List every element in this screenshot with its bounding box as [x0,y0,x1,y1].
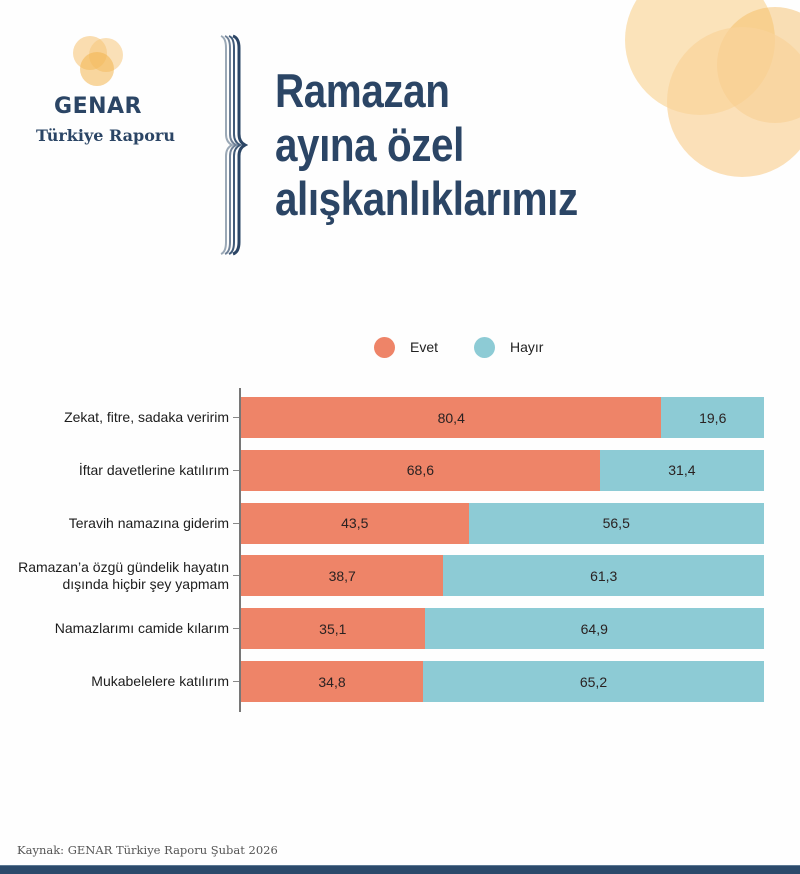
genar-logo: GENAR Türkiye Raporu [18,30,188,150]
legend-item-evet: Evet [374,336,439,358]
category-label: Zekat, fitre, sadaka veririm [0,397,229,438]
logo-wordmark: GENAR [54,94,142,119]
category-label: Ramazan’a özgü gündelik hayatın dışında h… [0,555,229,596]
legend-label-evet: Evet [410,339,439,355]
logo-subtitle: Türkiye Raporu [36,126,175,145]
category-label-line: Teravih namazına giderim [68,514,229,531]
chart-row: Mukabelelere katılırım 34,8 65,2 [0,661,800,702]
bar-segment-evet: 35,1 [241,608,425,650]
category-label-line: Namazlarımı camide kılarım [54,620,229,637]
category-label-line: Mukabelelere katılırım [91,673,229,689]
axis-tick [233,628,239,630]
stacked-bar: 43,5 56,5 [241,502,764,544]
category-label: Namazlarımı camide kılarım [0,608,229,649]
title-line-3: alışkanlıklarımız [275,172,578,225]
category-label-line: Zekat, fitre, sadaka veririm [64,409,229,425]
stacked-bar-chart: Zekat, fitre, sadaka veririm 80,4 19,6 İfta… [0,388,800,713]
chart-legend: Evet Hayır [374,336,579,358]
bar-segment-hayir: 65,2 [423,661,764,702]
axis-tick [233,417,239,418]
category-label: İftar davetlerine katılırım [0,450,229,491]
bar-segment-evet: 38,7 [241,555,444,597]
category-label: Teravih namazına giderim [0,503,229,544]
stacked-bar: 68,6 31,4 [241,449,764,491]
bar-segment-evet: 34,8 [241,661,423,702]
category-label-line: dışında hiçbir şey yapmam [62,575,229,592]
stacked-bar: 35,1 64,9 [241,608,764,650]
chart-row: Zekat, fitre, sadaka veririm 80,4 19,6 [0,397,800,438]
bar-segment-hayir: 61,3 [443,555,764,597]
legend-dot-hayir-icon [474,336,496,358]
y-axis-line [239,388,241,712]
bar-segment-evet: 68,6 [241,449,600,491]
category-label-line: Ramazan’a özgü gündelik hayatın [18,558,229,575]
chart-row: Ramazan’a özgü gündelik hayatın dışında h… [0,555,800,597]
chart-row: İftar davetlerine katılırım 68,6 31,4 [0,449,800,491]
bar-segment-evet: 43,5 [241,502,469,544]
axis-tick [233,681,239,682]
chart-row: Teravih namazına giderim 43,5 56,5 [0,502,800,544]
axis-tick [233,469,239,471]
legend-label-hayir: Hayır [510,339,544,355]
bar-segment-evet: 80,4 [241,397,662,438]
source-note: Kaynak: GENAR Türkiye Raporu Şubat 2026 [17,843,278,857]
legend-dot-evet-icon [374,336,395,358]
logo-circles-icon [73,36,123,86]
stacked-bar: 80,4 19,6 [241,397,764,438]
axis-tick [233,522,239,524]
bracket-ornament-icon [220,34,248,256]
bar-segment-hayir: 56,5 [468,502,764,544]
title-line-2: ayına özel [275,118,464,171]
page-title: Ramazan ayına özel alışkanlıklarımız [275,64,705,226]
chart-row: Namazlarımı camide kılarım 35,1 64,9 [0,608,800,650]
category-label-line: İftar davetlerine katılırım [78,461,229,478]
category-label: Mukabelelere katılırım [0,661,229,702]
bar-segment-hayir: 19,6 [661,397,764,438]
title-line-1: Ramazan [275,64,450,117]
bar-segment-hayir: 64,9 [424,608,764,650]
axis-tick [233,575,239,577]
stacked-bar: 38,7 61,3 [241,555,764,597]
stacked-bar: 34,8 65,2 [241,661,764,702]
legend-item-hayir: Hayır [474,336,544,358]
bar-segment-hayir: 31,4 [599,449,764,491]
footer-bar [0,865,800,874]
